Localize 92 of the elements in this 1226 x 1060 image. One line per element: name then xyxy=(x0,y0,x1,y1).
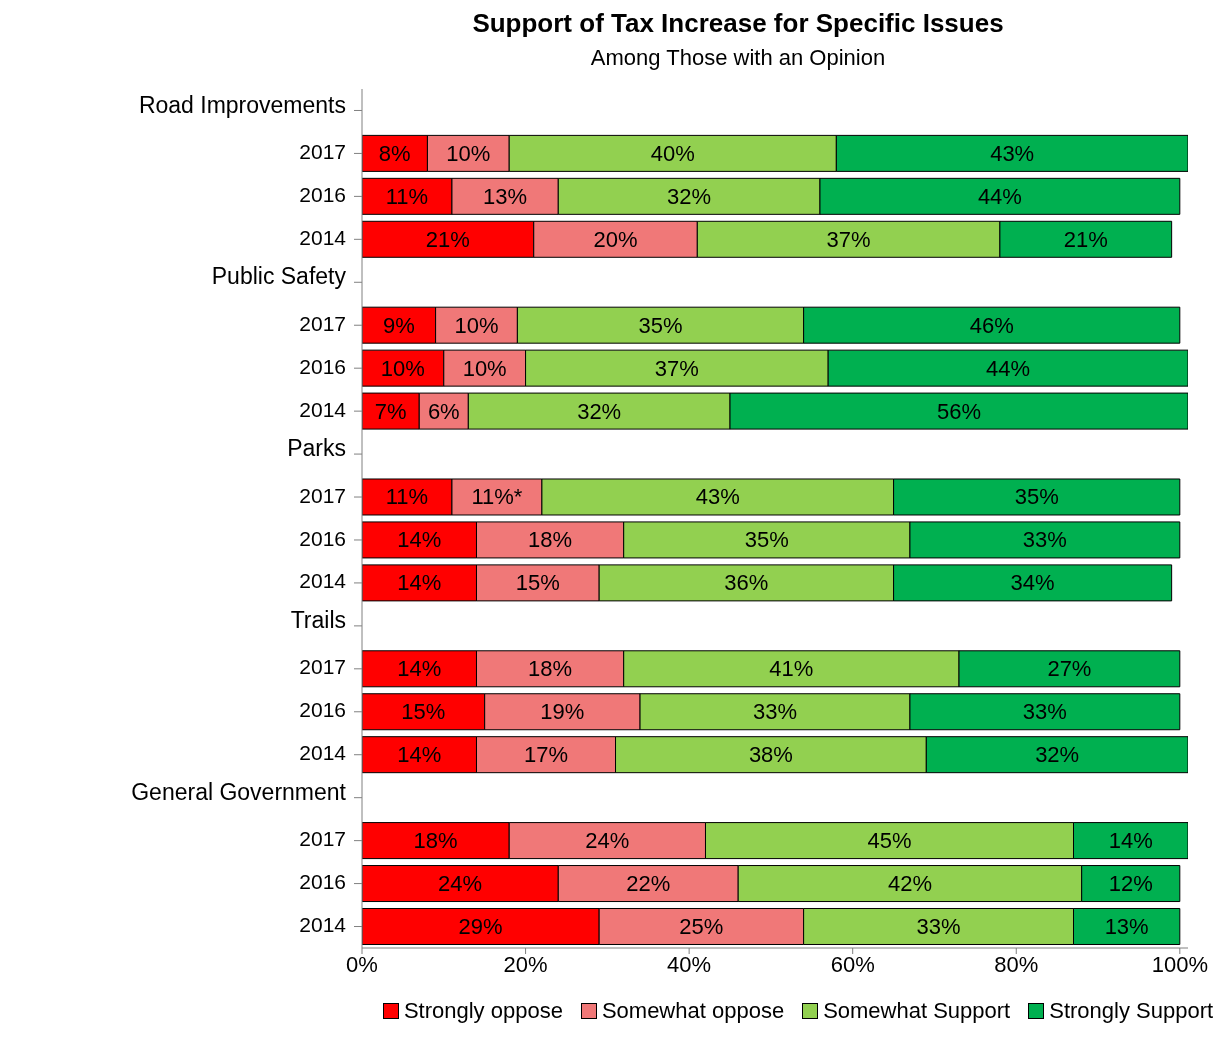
data-label: 8% xyxy=(378,140,411,166)
data-label: 41% xyxy=(769,656,814,682)
data-label: 44% xyxy=(986,355,1031,381)
data-label: 44% xyxy=(977,183,1022,209)
legend-label: Somewhat Support xyxy=(823,998,1011,1024)
y-tick-label: 2017 xyxy=(299,311,346,335)
data-label: 17% xyxy=(523,742,569,768)
data-label: 38% xyxy=(748,742,793,768)
data-label: 10% xyxy=(454,312,499,338)
data-label: 6% xyxy=(427,398,460,424)
data-label: 32% xyxy=(667,183,712,209)
data-label: 43% xyxy=(990,140,1035,166)
y-tick-label: Parks xyxy=(287,435,346,462)
data-label: 21% xyxy=(425,226,470,252)
legend-label: Somewhat oppose xyxy=(601,998,785,1024)
x-tick-label: 100% xyxy=(1151,951,1208,977)
y-tick-label: General Government xyxy=(131,778,347,805)
data-label: 35% xyxy=(638,312,683,338)
data-label: 12% xyxy=(1108,871,1153,897)
data-label: 40% xyxy=(650,140,695,166)
data-label: 27% xyxy=(1047,656,1092,682)
y-tick-label: 2016 xyxy=(299,870,346,894)
data-label: 21% xyxy=(1063,226,1108,252)
y-tick-label: 2016 xyxy=(299,182,346,206)
y-tick-label: 2014 xyxy=(299,913,347,937)
data-label: 33% xyxy=(752,699,798,725)
y-tick-label: 2017 xyxy=(299,827,346,851)
data-label: 19% xyxy=(540,699,585,725)
data-label: 10% xyxy=(380,355,425,381)
y-tick-label: 2017 xyxy=(299,139,346,163)
data-label: 14% xyxy=(397,656,442,682)
data-label: 37% xyxy=(826,226,871,252)
data-label: 36% xyxy=(724,570,769,596)
data-label: 18% xyxy=(528,656,573,682)
data-label: 18% xyxy=(413,828,458,854)
data-label: 46% xyxy=(969,312,1014,338)
data-label: 29% xyxy=(458,913,503,939)
data-label: 45% xyxy=(867,828,912,854)
data-label: 32% xyxy=(577,398,622,424)
data-label: 10% xyxy=(446,140,491,166)
data-label: 10% xyxy=(462,355,507,381)
y-tick-label: 2014 xyxy=(299,741,347,765)
data-label: 35% xyxy=(744,527,789,553)
data-label: 11%* xyxy=(471,484,523,510)
data-label: 34% xyxy=(1010,570,1055,596)
y-tick-label: 2017 xyxy=(299,655,346,679)
y-tick-label: Road Improvements xyxy=(138,91,346,118)
data-label: 15% xyxy=(515,570,560,596)
data-label: 43% xyxy=(695,484,740,510)
data-label: 33% xyxy=(916,913,961,939)
data-label: 42% xyxy=(887,871,932,897)
data-label: 22% xyxy=(626,871,671,897)
data-label: 18% xyxy=(528,527,573,553)
y-tick-label: 2014 xyxy=(299,225,347,249)
chart-subtitle: Among Those with an Opinion xyxy=(589,45,887,71)
data-label: 11% xyxy=(385,183,429,209)
y-tick-label: 2014 xyxy=(299,397,347,421)
data-label: 13% xyxy=(1104,913,1149,939)
data-label: 37% xyxy=(654,355,699,381)
x-tick-label: 60% xyxy=(830,951,875,977)
data-label: 14% xyxy=(397,527,442,553)
x-tick-label: 40% xyxy=(667,951,712,977)
data-label: 14% xyxy=(1108,828,1153,854)
y-tick-label: 2016 xyxy=(299,698,346,722)
data-label: 33% xyxy=(1022,699,1067,725)
data-label: 15% xyxy=(401,699,446,725)
chart-title: Support of Tax Increase for Specific Issues xyxy=(471,8,1005,39)
y-tick-label: Public Safety xyxy=(211,263,347,290)
data-label: 7% xyxy=(374,398,407,424)
y-tick-label: 2017 xyxy=(299,483,346,507)
data-label: 24% xyxy=(438,871,483,897)
data-label: 13% xyxy=(483,183,528,209)
data-label: 33% xyxy=(1022,527,1067,553)
legend-label: Strongly oppose xyxy=(403,998,563,1024)
data-label: 56% xyxy=(936,398,982,424)
y-tick-label: 2014 xyxy=(299,569,347,593)
legend-label: Strongly Support xyxy=(1049,998,1214,1024)
data-label: 32% xyxy=(1035,742,1080,768)
data-label: 14% xyxy=(397,742,442,768)
data-label: 20% xyxy=(593,226,638,252)
data-label: 14% xyxy=(397,570,442,596)
x-tick-label: 80% xyxy=(994,951,1039,977)
data-label: 35% xyxy=(1014,484,1059,510)
x-tick-label: 0% xyxy=(346,951,378,977)
x-tick-label: 20% xyxy=(503,951,548,977)
y-tick-label: 2016 xyxy=(299,354,346,378)
data-label: 24% xyxy=(585,828,630,854)
data-label: 11% xyxy=(385,484,429,510)
y-tick-label: 2016 xyxy=(299,526,346,550)
y-tick-label: Trails xyxy=(290,606,346,633)
data-label: 9% xyxy=(382,312,415,338)
data-label: 25% xyxy=(679,913,724,939)
